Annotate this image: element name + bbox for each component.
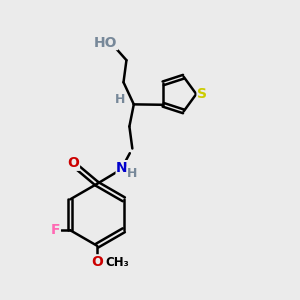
Text: CH₃: CH₃ <box>105 256 129 269</box>
Text: HO: HO <box>94 35 118 50</box>
Text: H: H <box>116 93 126 106</box>
Text: O: O <box>68 156 80 170</box>
Text: O: O <box>91 255 103 269</box>
Text: H: H <box>127 167 137 180</box>
Text: S: S <box>197 87 207 101</box>
Text: N: N <box>116 161 128 175</box>
Text: F: F <box>51 223 60 237</box>
